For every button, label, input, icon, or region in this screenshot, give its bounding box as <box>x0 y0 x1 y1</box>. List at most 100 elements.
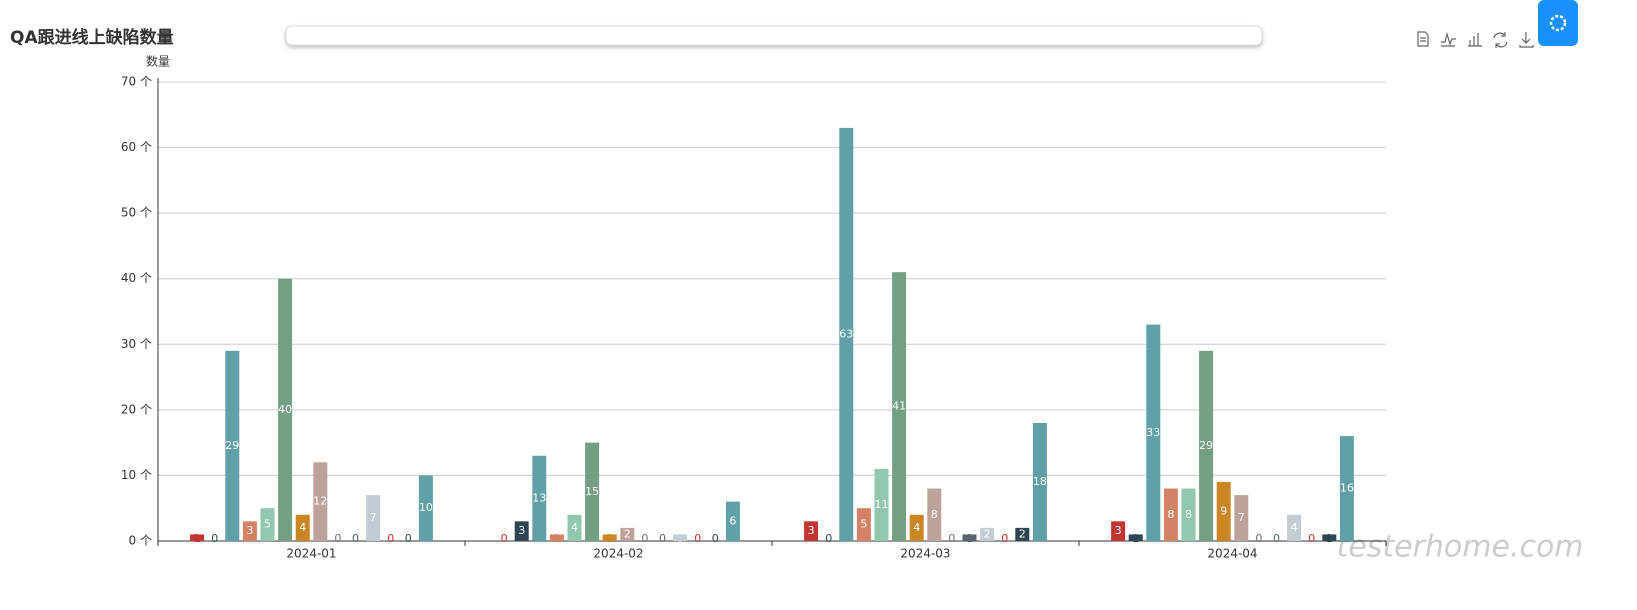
data-label: 3 <box>1115 524 1122 537</box>
bar <box>892 272 907 541</box>
bar <box>874 468 889 541</box>
data-label: 3 <box>518 524 525 537</box>
x-tick-label: 2024-04 <box>1207 547 1257 561</box>
bar <box>1181 488 1196 541</box>
data-label: 11 <box>875 498 889 511</box>
data-label: 41 <box>892 400 906 413</box>
data-label: 0 <box>352 532 359 545</box>
bar <box>1287 514 1302 541</box>
data-label: 9 <box>1220 504 1227 517</box>
data-label: 8 <box>1167 508 1174 521</box>
data-label: 29 <box>1199 439 1213 452</box>
bar <box>602 534 617 541</box>
data-label: 0 <box>387 532 394 545</box>
data-label: 4 <box>571 521 578 534</box>
data-label: 0 <box>659 532 666 545</box>
data-label: 12 <box>313 495 327 508</box>
data-label: 0 <box>405 532 412 545</box>
data-label: 0 <box>948 532 955 545</box>
data-label: 33 <box>1146 426 1160 439</box>
bar <box>1015 527 1030 541</box>
bar <box>962 534 977 541</box>
data-label: 7 <box>1238 511 1245 524</box>
bar <box>225 350 240 541</box>
data-label: 2 <box>984 527 991 540</box>
chart-title: QA跟进线上缺陷数量 <box>10 27 174 48</box>
bar <box>1339 436 1354 541</box>
bar <box>1111 521 1126 541</box>
bar <box>1322 534 1337 541</box>
data-label: 1 <box>966 532 973 545</box>
toolbox[interactable] <box>1417 31 1534 48</box>
bar <box>909 514 924 541</box>
data-label: 0 <box>712 532 719 545</box>
data-label: 5 <box>264 518 271 531</box>
data-label: 15 <box>585 485 599 498</box>
x-tick-label: 2024-02 <box>593 547 643 561</box>
data-label: 1 <box>677 532 684 545</box>
data-label: 0 <box>694 532 701 545</box>
bar <box>418 475 433 541</box>
data-label: 1 <box>1132 532 1139 545</box>
data-label: 40 <box>278 403 292 416</box>
settings-button[interactable] <box>1538 0 1578 46</box>
bar <box>1199 350 1214 541</box>
x-tick-label: 2024-01 <box>286 547 336 561</box>
bar <box>549 534 564 541</box>
bar <box>1146 324 1161 541</box>
data-label: 0 <box>334 532 341 545</box>
data-label: 10 <box>419 501 433 514</box>
data-label: 4 <box>1291 521 1298 534</box>
data-label: 0 <box>641 532 648 545</box>
data-label: 3 <box>246 524 253 537</box>
data-label: 63 <box>839 327 853 340</box>
bar <box>532 455 547 541</box>
bar <box>1032 422 1047 541</box>
bar <box>260 508 275 541</box>
bar <box>190 534 205 541</box>
y-axis-label: 数量 <box>146 54 170 69</box>
y-tick-label: 30 个 <box>121 337 152 351</box>
data-label: 4 <box>299 521 306 534</box>
bar <box>1234 495 1249 541</box>
bar <box>1216 481 1231 541</box>
y-tick-label: 40 个 <box>121 271 152 285</box>
data-label: 0 <box>1255 532 1262 545</box>
y-tick-label: 10 个 <box>121 468 152 482</box>
bar <box>856 508 871 541</box>
bar <box>839 127 854 542</box>
data-label: 1 <box>194 532 201 545</box>
data-label: 29 <box>225 439 239 452</box>
bar <box>1128 534 1143 541</box>
bar <box>585 442 600 541</box>
data-label: 13 <box>532 491 546 504</box>
data-label: 0 <box>1308 532 1315 545</box>
data-label: 8 <box>1185 508 1192 521</box>
data-label: 8 <box>931 508 938 521</box>
watermark: testerhome.com <box>1336 530 1583 565</box>
bar <box>278 278 293 541</box>
bar <box>620 527 635 541</box>
bar <box>673 534 688 541</box>
bar <box>980 527 995 541</box>
data-label: 3 <box>808 524 815 537</box>
data-label: 1 <box>553 532 560 545</box>
bar <box>295 514 310 541</box>
data-label: 6 <box>729 514 736 527</box>
data-label: 2 <box>624 527 631 540</box>
data-label: 0 <box>211 532 218 545</box>
y-tick-label: 0 个 <box>129 534 152 548</box>
legend-scroll[interactable] <box>285 25 1263 46</box>
bar <box>313 462 328 541</box>
y-tick-label: 70 个 <box>121 75 152 89</box>
data-label: 1 <box>1326 532 1333 545</box>
bar <box>567 514 582 541</box>
data-label: 0 <box>825 532 832 545</box>
data-label: 0 <box>1001 532 1008 545</box>
data-label: 16 <box>1340 482 1354 495</box>
data-label: 4 <box>913 521 920 534</box>
bar <box>514 521 529 541</box>
y-tick-label: 60 个 <box>121 140 152 154</box>
bar <box>804 521 819 541</box>
